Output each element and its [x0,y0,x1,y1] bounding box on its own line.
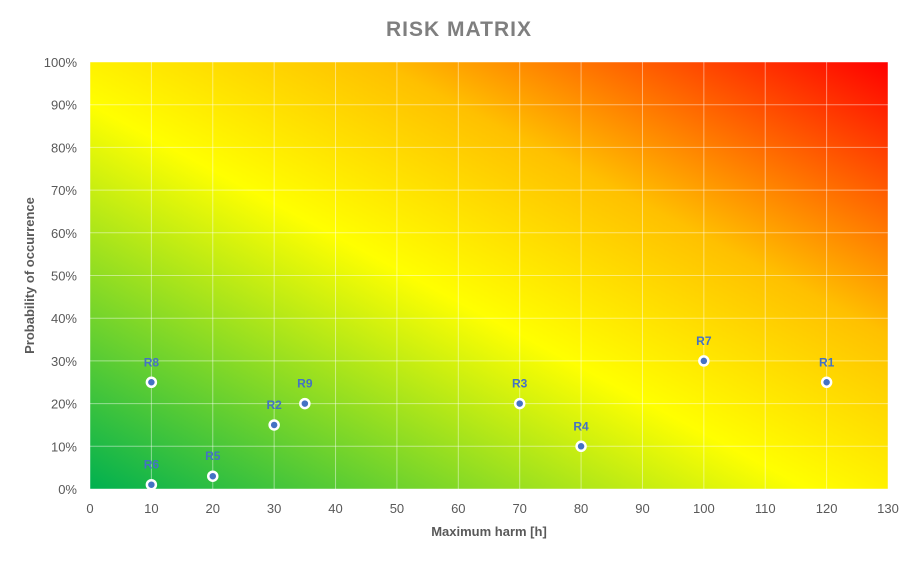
x-tick-label: 80 [574,501,588,516]
x-tick-label: 110 [755,501,776,516]
y-axis-title: Probability of occurrence [22,197,37,354]
data-label-r2: R2 [266,398,282,412]
x-tick-label: 100 [693,501,715,516]
x-tick-label: 30 [267,501,281,516]
y-tick-label: 10% [51,439,77,454]
y-tick-label: 30% [51,354,77,369]
data-point-labels: R1 R2 R3 R4 R5 R6 R7 R8 R9 [144,334,835,472]
y-tick-label: 20% [51,397,77,412]
data-label-r8: R8 [144,355,160,369]
y-tick-label: 100% [44,55,78,70]
data-point-r7 [698,355,710,367]
data-point-r9 [299,397,311,410]
y-tick-label: 40% [51,311,77,326]
y-tick-label: 70% [51,183,77,198]
data-point-r2 [268,419,280,431]
x-tick-label: 130 [877,501,899,516]
data-label-r5: R5 [205,449,221,463]
data-label-r4: R4 [573,419,589,433]
plot-area-background [90,62,888,489]
x-tick-label: 70 [512,501,526,516]
x-tick-label: 20 [206,501,220,516]
y-axis-tick-labels: 0% 10% 20% 30% 40% 50% 60% 70% 80% 90% 100% [44,55,78,497]
x-axis-tick-labels: 0 10 20 30 40 50 60 70 80 90 100 110 120 130 [86,501,898,516]
data-point-r4 [575,440,587,453]
data-point-r3 [513,397,526,410]
chart-title: RISK MATRIX [386,18,532,41]
data-label-r1: R1 [819,355,835,369]
data-label-r6: R6 [144,458,160,472]
data-label-r9: R9 [297,377,313,391]
x-tick-label: 40 [328,501,342,516]
y-tick-label: 50% [51,269,77,284]
y-tick-label: 0% [58,482,77,497]
data-points [145,355,833,491]
data-label-r7: R7 [696,334,712,348]
gridlines [89,61,889,490]
data-point-r5 [207,470,219,482]
x-tick-label: 10 [144,501,158,516]
y-tick-label: 80% [51,140,77,155]
y-tick-label: 60% [51,226,77,241]
x-tick-label: 50 [390,501,404,516]
data-label-r3: R3 [512,377,528,391]
x-axis-title: Maximum harm [h] [431,524,547,539]
data-point-r8 [145,376,158,388]
x-tick-label: 120 [816,501,838,516]
data-point-r1 [820,376,833,388]
data-point-r6 [145,478,158,491]
x-tick-label: 60 [451,501,465,516]
x-tick-label: 90 [635,501,649,516]
x-tick-label: 0 [86,501,93,516]
y-tick-label: 90% [51,98,77,113]
